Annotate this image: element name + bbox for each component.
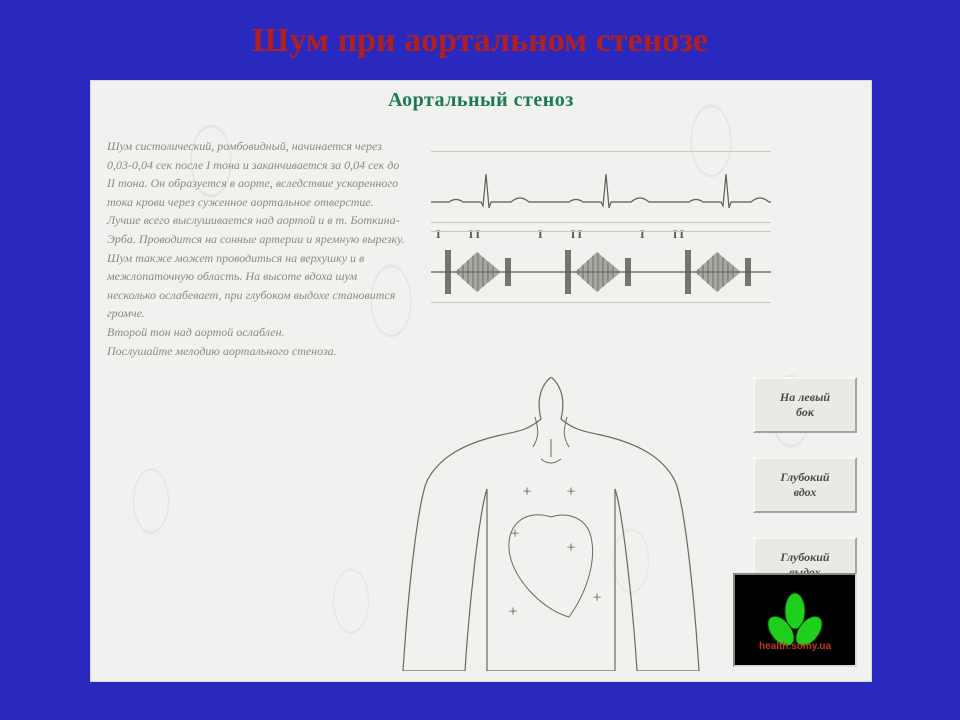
svg-text:+: + (510, 526, 519, 543)
svg-text:+: + (522, 484, 531, 501)
site-logo: health.somy.ua (733, 573, 857, 667)
panel-title: Аортальный стеноз (91, 81, 871, 112)
btn-deep-inhale[interactable]: Глубокий вдох (753, 457, 857, 513)
svg-text:+: + (566, 540, 575, 557)
svg-text:+: + (592, 590, 601, 607)
position-buttons: На левый бок Глубокий вдох Глубокий выдо… (753, 377, 857, 593)
svg-text:+: + (566, 484, 575, 501)
leaf-icon (755, 589, 835, 649)
ecg-trace (431, 151, 771, 223)
content-panel: Аортальный стеноз Шум систолический, ром… (90, 80, 872, 682)
svg-text:+: + (508, 604, 517, 621)
logo-text: health.somy.ua (759, 641, 831, 652)
phono-trace (431, 231, 771, 303)
slide: Шум при аортальном стенозе Аортальный ст… (0, 0, 960, 720)
description-text: Шум систолический, ромбовидный, начинает… (107, 137, 407, 360)
btn-left-side[interactable]: На левый бок (753, 377, 857, 433)
torso-diagram: + + + + + + (401, 377, 701, 671)
slide-title: Шум при аортальном стенозе (0, 22, 960, 60)
